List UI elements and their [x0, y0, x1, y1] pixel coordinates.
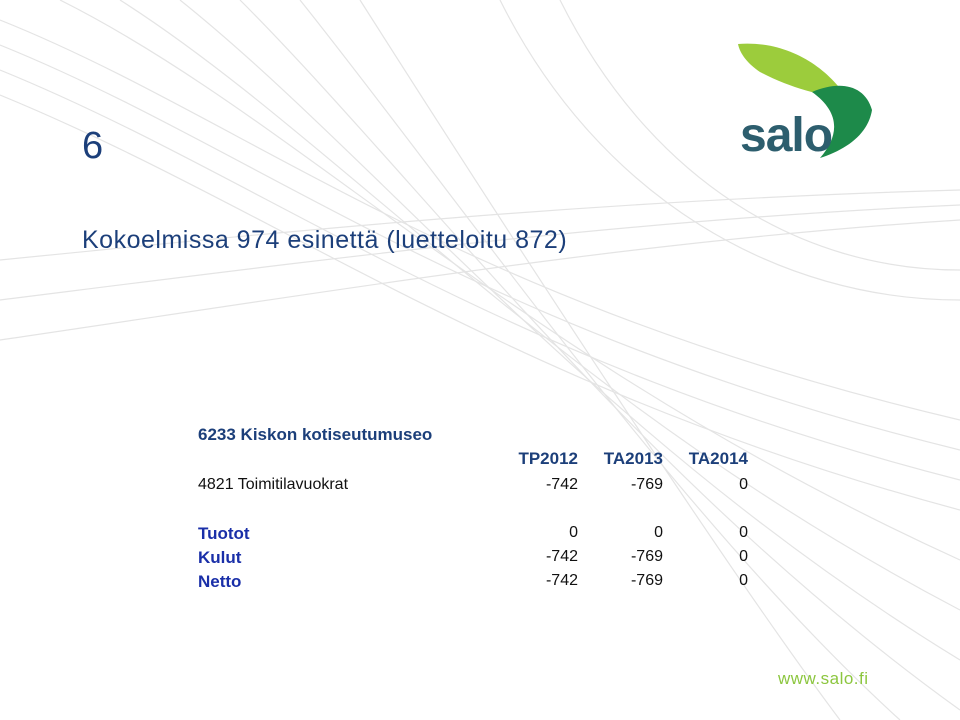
slide-title: Kokoelmissa 974 esinettä (luetteloitu 87… — [82, 226, 568, 254]
summary-value: -769 — [630, 548, 663, 565]
column-header: TP2012 — [518, 449, 578, 468]
row-value: 0 — [739, 476, 748, 493]
summary-value: -769 — [630, 572, 663, 589]
slide-number: 6 — [82, 125, 104, 167]
summary-label: Netto — [198, 572, 242, 591]
summary-value: 0 — [569, 524, 578, 541]
summary-value: 0 — [654, 524, 663, 541]
summary-value: 0 — [739, 572, 748, 589]
logo-mark — [738, 43, 872, 158]
column-header: TA2013 — [603, 449, 663, 468]
summary-value: 0 — [739, 524, 748, 541]
row-value: -769 — [630, 476, 663, 493]
row-value: -742 — [545, 476, 578, 493]
summary-value: 0 — [739, 548, 748, 565]
summary-label: Tuotot — [198, 524, 250, 543]
column-header: TA2014 — [688, 449, 748, 468]
summary-value: -742 — [545, 548, 578, 565]
footer-url: www.salo.fi — [778, 669, 869, 688]
row-label: 4821 Toimitilavuokrat — [198, 476, 349, 493]
summary-value: -742 — [545, 572, 578, 589]
summary-label: Kulut — [198, 548, 242, 567]
table-heading: 6233 Kiskon kotiseutumuseo — [198, 425, 433, 444]
logo-text: salo — [740, 109, 833, 162]
